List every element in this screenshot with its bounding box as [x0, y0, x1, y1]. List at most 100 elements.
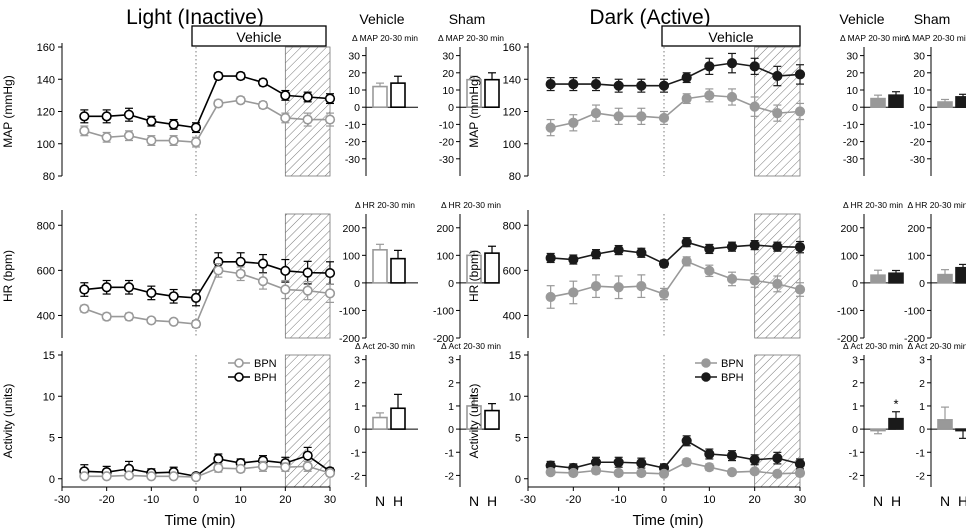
- y-tick-label: 0: [515, 474, 521, 486]
- bar-h: [390, 257, 406, 284]
- bar-panel-subtitle: Δ MAP 20-30 min: [352, 33, 418, 43]
- bar-y-tick-label: 200: [907, 223, 925, 235]
- y-tick-label: 80: [509, 171, 521, 183]
- bar-y-tick-label: 2: [852, 378, 858, 390]
- bpn-data-point: [726, 91, 738, 103]
- legend-bph-marker: [701, 372, 711, 382]
- y-tick-label: 140: [37, 74, 55, 86]
- bar-panel-subtitle: Δ MAP 20-30 min: [840, 33, 906, 43]
- bpn-data-point: [79, 125, 90, 136]
- bpn-data-point: [168, 471, 179, 482]
- bar-y-tick-label: -20: [910, 137, 925, 149]
- bpn-data-point: [590, 465, 602, 476]
- bar-y-tick-label: 10: [913, 85, 925, 97]
- y-axis-label: Activity (units): [467, 384, 481, 459]
- bph-data-point: [280, 265, 291, 276]
- bpn-data-point: [257, 461, 269, 472]
- bpn-data-point: [190, 318, 202, 330]
- bar-y-tick-label: 0: [354, 424, 360, 436]
- bar-n: [372, 416, 388, 430]
- y-tick-label: 160: [503, 42, 521, 54]
- bph-data-point: [590, 457, 602, 468]
- legend-bpn-marker: [234, 358, 244, 368]
- bph-data-point: [302, 450, 313, 461]
- bar-y-tick-label: -30: [843, 154, 858, 166]
- bpn-data-point: [613, 111, 624, 122]
- bpn-data-point: [168, 135, 179, 146]
- bpn-data-point: [726, 273, 738, 285]
- bph-data-point: [658, 258, 670, 269]
- bar-y-tick-label: -30: [910, 154, 925, 166]
- bar-h: [955, 266, 966, 284]
- bph-data-point: [726, 450, 738, 461]
- bph-data-point: [168, 119, 179, 130]
- legend-bpn-label: BPN: [254, 358, 277, 370]
- bpn-data-point: [749, 466, 760, 477]
- bar-n: [372, 85, 388, 108]
- x-tick-label: -10: [611, 494, 627, 506]
- bpn-data-point: [681, 457, 692, 468]
- bph-data-point: [235, 256, 246, 267]
- y-tick-label: 10: [509, 391, 521, 403]
- bar-y-tick-label: 0: [919, 102, 925, 114]
- legend-bpn-label: BPN: [721, 358, 744, 370]
- bar-y-tick-label: -1: [849, 447, 858, 459]
- bph-data-point: [302, 267, 313, 278]
- bph-data-point: [726, 58, 738, 69]
- bar-category-n: N: [873, 493, 883, 509]
- bph-data-point: [704, 448, 715, 460]
- bar-y-tick-label: 2: [448, 378, 454, 390]
- bpn-data-point: [681, 256, 692, 267]
- bph-data-point: [749, 240, 760, 251]
- bar-y-tick-label: 2: [919, 378, 925, 390]
- y-tick-label: 15: [43, 350, 55, 362]
- bar-y-tick-label: -30: [439, 154, 454, 166]
- bph-data-point: [123, 109, 135, 120]
- x-tick-label: 10: [235, 494, 247, 506]
- bph-data-point: [681, 435, 692, 446]
- bar-h: [484, 252, 500, 284]
- bph-data-point: [146, 287, 157, 299]
- bar-y-tick-label: -20: [439, 137, 454, 149]
- bpn-data-point: [613, 282, 624, 293]
- bar-h: [888, 94, 904, 109]
- y-tick-label: 120: [37, 107, 55, 119]
- y-tick-label: 15: [509, 350, 521, 362]
- bar-y-tick-label: 100: [342, 250, 360, 262]
- bar-y-tick-label: -2: [351, 470, 360, 482]
- bpn-data-point: [302, 285, 313, 296]
- bar-y-tick-label: 20: [348, 68, 360, 80]
- bpn-data-point: [772, 278, 783, 289]
- bpn-data-point: [749, 275, 760, 286]
- bar-h: [888, 272, 904, 284]
- y-tick-label: 80: [43, 171, 55, 183]
- bar-y-tick-label: 30: [913, 51, 925, 63]
- bpn-data-point: [235, 463, 246, 474]
- bph-data-point: [636, 247, 647, 258]
- bph-data-point: [794, 458, 806, 470]
- y-tick-label: 0: [49, 474, 55, 486]
- bar-y-tick-label: 3: [354, 355, 360, 367]
- bar-y-tick-label: -30: [345, 154, 360, 166]
- bph-data-point: [749, 61, 760, 72]
- vehicle-header: Vehicle: [359, 11, 404, 27]
- bar-panel-subtitle: Δ HR 20-30 min: [441, 200, 501, 210]
- sham-header: Sham: [449, 11, 486, 27]
- bph-data-point: [726, 241, 738, 252]
- bph-data-point: [190, 292, 202, 303]
- bph-data-point: [324, 267, 336, 279]
- bar-panel-subtitle: Δ Act 20-30 min: [441, 341, 501, 351]
- x-axis-label: Time (min): [632, 512, 703, 529]
- bpn-data-point: [324, 288, 336, 299]
- bpn-data-point: [101, 471, 112, 482]
- bar-n: [870, 274, 886, 284]
- bar-panel-subtitle: Δ HR 20-30 min: [355, 200, 415, 210]
- bph-data-point: [302, 91, 313, 103]
- bph-data-point: [79, 111, 90, 122]
- bar-h: [955, 428, 966, 432]
- x-tick-label: 30: [794, 494, 806, 506]
- x-tick-label: 20: [749, 494, 761, 506]
- y-tick-label: 100: [37, 139, 55, 151]
- bph-data-point: [772, 453, 783, 464]
- y-axis-label: Activity (units): [1, 384, 15, 459]
